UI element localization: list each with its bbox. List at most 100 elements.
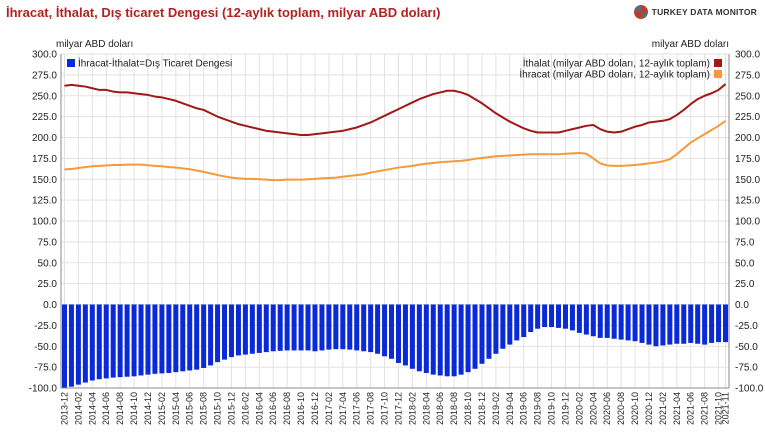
x-tick-label: 2015-06 [185, 392, 195, 425]
y-tick-label-left: -50.0 [34, 342, 57, 353]
balance-bar [145, 304, 151, 375]
x-tick-label: 2020-04 [588, 392, 598, 425]
legend-swatch-exports [714, 70, 722, 78]
balance-bar [326, 304, 332, 350]
balance-bar [479, 304, 485, 364]
balance-bar [284, 304, 290, 351]
balance-bar [437, 304, 443, 376]
balance-bar [444, 304, 450, 377]
y-tick-label-right: 125.0 [735, 196, 760, 207]
balance-bar [583, 304, 589, 335]
balance-bar [180, 304, 186, 372]
legend-label-exports: İhracat (milyar ABD doları, 12-aylık top… [519, 68, 710, 81]
balance-bar [514, 304, 520, 341]
balance-bar [263, 304, 269, 353]
balance-bar [124, 304, 130, 377]
legend-swatch-imports [714, 59, 722, 67]
balance-bar [625, 304, 631, 341]
balance-bar [395, 304, 401, 363]
y-tick-label-right: 250.0 [735, 91, 760, 102]
x-tick-label: 2014-12 [143, 392, 153, 425]
x-tick-label: 2016-02 [240, 392, 250, 425]
x-tick-label: 2013-12 [59, 392, 69, 425]
y-tick-label-right: 25.0 [735, 279, 755, 290]
x-tick-label: 2018-04 [421, 392, 431, 425]
balance-bar [402, 304, 408, 366]
balance-bar [451, 304, 457, 377]
balance-bar [465, 304, 471, 373]
y-tick-label-left: 150.0 [32, 175, 57, 186]
x-tick-label: 2014-10 [129, 392, 139, 425]
x-tick-label: 2015-04 [171, 392, 181, 425]
y-tick-label-right: 200.0 [735, 133, 760, 144]
x-tick-label: 2014-08 [115, 392, 125, 425]
balance-bar [201, 304, 207, 368]
x-tick-label: 2020-02 [574, 392, 584, 425]
legend-label-imports: İthalat (milyar ABD doları, 12-aylık top… [523, 57, 710, 70]
y-tick-label-left: -75.0 [34, 363, 57, 374]
x-tick-label: 2020-12 [644, 392, 654, 425]
trade-lines [64, 83, 727, 182]
y-tick-label-right: 275.0 [735, 70, 760, 81]
balance-bar [618, 304, 624, 340]
balance-bar [75, 304, 81, 385]
balance-bar [493, 304, 499, 354]
x-tick-label: 2016-10 [296, 392, 306, 425]
balance-bar [681, 304, 687, 344]
balance-bar [500, 304, 506, 349]
x-tick-label: 2019-04 [505, 392, 515, 425]
x-tick-label: 2014-04 [87, 392, 97, 425]
balance-bar [68, 304, 74, 387]
balance-bar [389, 304, 395, 359]
x-tick-label: 2018-08 [449, 392, 459, 425]
x-tick-label: 2015-08 [199, 392, 209, 425]
balance-bar [535, 304, 541, 329]
x-tick-label: 2016-06 [268, 392, 278, 425]
y-tick-label-right: 150.0 [735, 175, 760, 186]
balance-bar [709, 304, 715, 343]
x-tick-label: 2016-12 [310, 392, 320, 425]
balance-bar [632, 304, 638, 342]
y-tick-label-left: 250.0 [32, 91, 57, 102]
balance-bars [61, 304, 729, 388]
balance-bar [215, 304, 221, 363]
globe-logo-icon [633, 5, 648, 19]
balance-bar [556, 304, 562, 328]
balance-bar [723, 304, 729, 343]
balance-bar [333, 304, 339, 350]
x-tick-label: 2019-02 [491, 392, 501, 425]
y-tick-label-left: 175.0 [32, 154, 57, 165]
x-tick-label: 2019-10 [547, 392, 557, 425]
balance-bar [187, 304, 193, 371]
y-tick-label-right: 300.0 [735, 50, 760, 61]
x-tick-label: 2020-06 [602, 392, 612, 425]
balance-bar [549, 304, 555, 328]
balance-bar [611, 304, 617, 339]
balance-bar [562, 304, 568, 329]
balance-bar [382, 304, 388, 357]
exports-line [64, 119, 727, 182]
balance-bar [458, 304, 464, 375]
balance-bar [660, 304, 666, 346]
x-tick-label: 2018-12 [477, 392, 487, 425]
x-tick-label: 2018-02 [407, 392, 417, 425]
x-tick-label: 2017-08 [366, 392, 376, 425]
y-tick-label-left: 225.0 [32, 112, 57, 123]
balance-bar [110, 304, 116, 378]
x-tick-label: 2015-02 [157, 392, 167, 425]
balance-bar [639, 304, 645, 343]
balance-bar [472, 304, 478, 369]
y-tick-label-right: -100.0 [735, 384, 764, 395]
brand-logo: TURKEY DATA MONITOR [633, 4, 757, 20]
chart-title: İhracat, İthalat, Dış ticaret Dengesi (1… [6, 5, 441, 20]
y-tick-label-right: 0.0 [735, 300, 749, 311]
balance-bar [702, 304, 708, 345]
balance-bar [688, 304, 694, 343]
balance-bar [235, 304, 241, 356]
balance-bar [298, 304, 304, 351]
x-tick-label: 2021-02 [658, 392, 668, 425]
balance-bar [507, 304, 513, 345]
balance-bar [653, 304, 659, 347]
grid-lines [61, 53, 729, 389]
